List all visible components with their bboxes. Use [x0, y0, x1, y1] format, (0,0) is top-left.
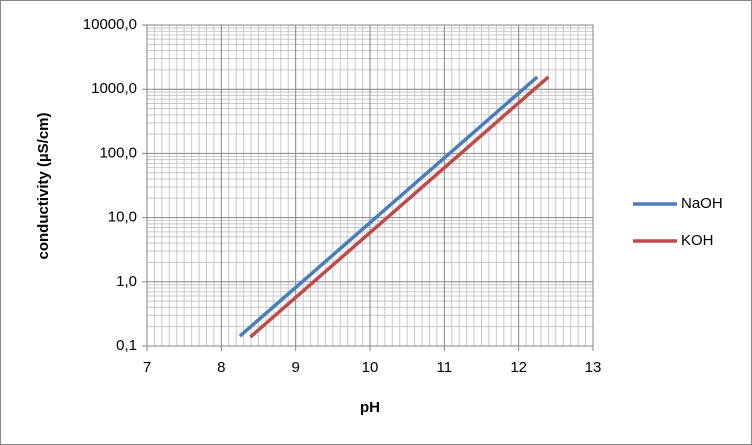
- y-tick-label: 100,0: [99, 144, 137, 161]
- y-axis-title: conductivity (µS/cm): [35, 112, 52, 259]
- y-tick-label: 10000,0: [83, 16, 137, 33]
- y-tick-label: 0,1: [116, 337, 137, 354]
- x-tick-label: 11: [437, 359, 453, 376]
- legend-label: NaOH: [681, 195, 723, 212]
- data-line: [249, 75, 550, 339]
- data-line: [238, 75, 539, 338]
- x-tick-label: 13: [585, 359, 602, 376]
- x-tick-label: 12: [510, 359, 527, 376]
- y-tick-label: 1,0: [116, 273, 137, 290]
- x-tick-label: 7: [143, 359, 151, 376]
- x-tick-label: 8: [217, 359, 225, 376]
- grid: [146, 24, 594, 347]
- y-tick-label: 10,0: [108, 209, 137, 226]
- x-tick-label: 10: [362, 359, 379, 376]
- legend-label: KOH: [681, 232, 714, 249]
- x-tick-label: 9: [291, 359, 299, 376]
- x-axis-title: pH: [360, 399, 380, 416]
- y-tick-label: 1000,0: [91, 80, 137, 97]
